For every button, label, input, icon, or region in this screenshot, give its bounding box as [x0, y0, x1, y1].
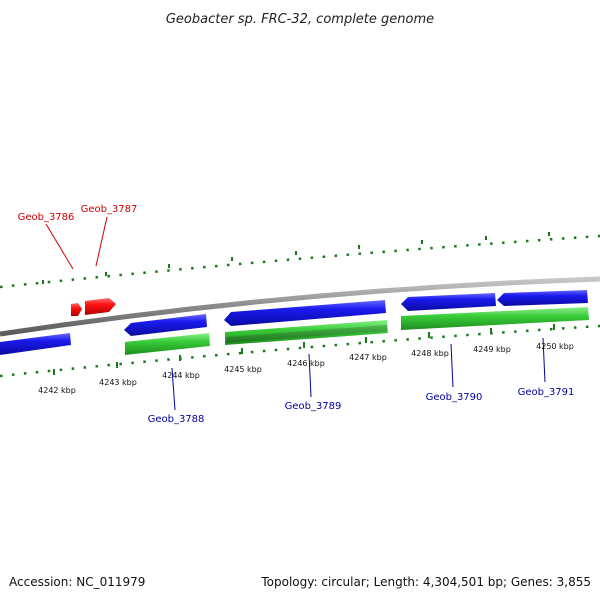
gene-Geob_3788[interactable]: [124, 314, 207, 336]
gene-label[interactable]: Geob_3791: [518, 387, 575, 398]
lower-tick-row: [0, 324, 600, 378]
scale-label: 4249 kbp: [473, 345, 511, 354]
gene-Geob_3790[interactable]: [401, 293, 496, 311]
gene-left-partial[interactable]: [0, 333, 71, 355]
cds-Geob_3789-alt[interactable]: [226, 325, 387, 343]
genome-backbone: [0, 276, 600, 337]
scale-labels: 4242 kbp 4243 kbp 4244 kbp 4245 kbp 4246…: [38, 342, 574, 395]
gene-arrow: [401, 293, 496, 311]
scale-label: 4246 kbp: [287, 359, 325, 368]
gene-Geob_3789[interactable]: [224, 300, 386, 326]
map-title: Geobacter sp. FRC-32, complete genome: [166, 12, 434, 27]
upper-tick-row: [0, 232, 600, 289]
leader-line: [308, 353, 312, 398]
cds-Geob_3788[interactable]: [125, 333, 210, 355]
leader-line: [171, 367, 176, 411]
gene-label[interactable]: Geob_3790: [426, 392, 483, 403]
scale-label: 4244 kbp: [162, 371, 200, 380]
upper-tick-row-dots: [0, 234, 600, 289]
gene-arrow: [0, 333, 71, 355]
scale-label: 4248 kbp: [411, 349, 449, 358]
cds-Geob_3790-3791[interactable]: [401, 307, 589, 330]
gene-label[interactable]: Geob_3786: [18, 212, 75, 223]
gene-arrow: [71, 303, 82, 316]
scale-label: 4242 kbp: [38, 386, 76, 395]
gene-arrow: [497, 290, 588, 306]
gene-Geob_3786[interactable]: [71, 303, 82, 316]
scale-label: 4245 kbp: [224, 365, 262, 374]
lower-tick-row-dots: [0, 324, 600, 378]
gene-Geob_3791[interactable]: [497, 290, 588, 306]
gene-label[interactable]: Geob_3788: [148, 414, 205, 425]
scale-label: 4250 kbp: [536, 342, 574, 351]
gene-label[interactable]: Geob_3789: [285, 401, 342, 412]
genome-summary-text: Topology: circular; Length: 4,304,501 bp…: [260, 575, 591, 589]
gene-arrow: [124, 314, 207, 336]
gene-labels: Geob_3786 Geob_3787 Geob_3788 Geob_3789 …: [18, 204, 575, 425]
accession-text: Accession: NC_011979: [9, 575, 145, 589]
scale-label: 4243 kbp: [99, 378, 137, 387]
gene-arrow: [85, 298, 116, 315]
gene-label[interactable]: Geob_3787: [81, 204, 138, 215]
leader-line: [45, 223, 74, 270]
gene-Geob_3787[interactable]: [85, 298, 116, 315]
scale-label: 4247 kbp: [349, 353, 387, 362]
leader-line: [542, 337, 546, 383]
leader-line: [450, 343, 454, 388]
gene-arrow: [224, 300, 386, 326]
leader-line: [95, 216, 108, 267]
